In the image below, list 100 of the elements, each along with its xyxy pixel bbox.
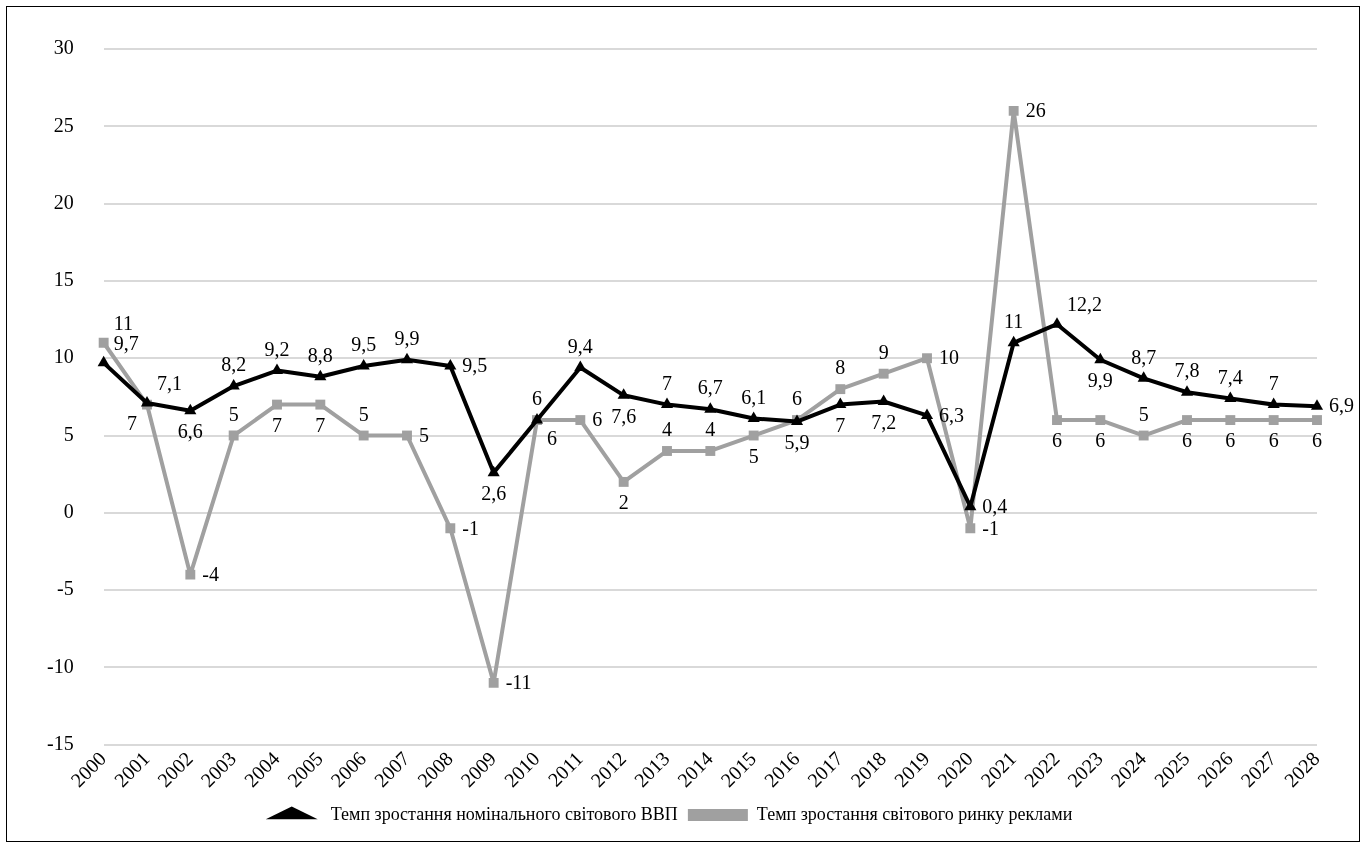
point: [488, 677, 499, 688]
data-label: 9: [878, 340, 889, 363]
point: [835, 384, 846, 395]
point: [1268, 415, 1279, 426]
data-label: 7: [1268, 371, 1279, 394]
y-tick-label: 0: [63, 500, 74, 523]
point: [357, 358, 370, 370]
data-label: 8,8: [307, 344, 333, 367]
y-tick-label: 10: [53, 345, 74, 368]
data-label: 5: [1138, 402, 1149, 425]
data-label: 6: [1095, 429, 1106, 452]
point: [184, 403, 197, 415]
data-label: -1: [462, 516, 479, 539]
data-label: 8,7: [1131, 345, 1157, 368]
data-label: 6: [1268, 429, 1279, 452]
point: [400, 352, 414, 364]
data-label: -4: [202, 562, 219, 585]
data-label: 4: [705, 418, 716, 441]
point: [704, 402, 717, 413]
point: [315, 399, 326, 410]
data-label: 9,5: [462, 354, 488, 377]
data-label: 6: [1312, 429, 1322, 452]
point: [98, 337, 109, 348]
data-label: 7: [662, 371, 672, 394]
data-label: 2: [618, 491, 629, 514]
point: [1267, 397, 1280, 409]
data-label: 7: [835, 413, 846, 436]
data-label: 6: [792, 387, 802, 410]
data-label: 7,2: [871, 410, 897, 433]
data-label: 26: [1025, 99, 1046, 122]
data-label: 7,8: [1174, 359, 1200, 382]
data-label: 7: [126, 411, 137, 434]
data-label: 11: [1004, 310, 1024, 333]
data-label: 9,5: [351, 333, 377, 356]
point: [747, 411, 760, 423]
point: [964, 499, 977, 511]
data-label: 5: [419, 423, 429, 446]
y-tick-label: 30: [53, 36, 74, 59]
data-label: 8: [835, 356, 846, 379]
data-label: 10: [939, 346, 959, 369]
point: [1138, 430, 1149, 441]
data-label: 9,2: [264, 337, 290, 360]
data-label: 6,3: [939, 403, 964, 426]
point: [1095, 415, 1106, 426]
data-label: 9,4: [567, 334, 593, 357]
data-label: 7,1: [156, 372, 182, 395]
data-label: 0,4: [982, 494, 1008, 517]
point: [1312, 415, 1322, 426]
point: [97, 355, 110, 367]
data-label: 9,9: [1087, 369, 1113, 392]
point: [1007, 335, 1020, 347]
data-label: 6: [1052, 429, 1062, 452]
point: [1182, 415, 1192, 426]
data-label: 7: [315, 413, 326, 436]
y-tick-label: 20: [53, 190, 74, 213]
data-label: 5: [748, 444, 759, 467]
point: [705, 446, 716, 456]
y-tick-label: 5: [63, 422, 74, 445]
data-label: 9,7: [113, 332, 139, 355]
data-label: 6: [547, 427, 557, 450]
data-label: 9,9: [394, 327, 420, 350]
point: [1137, 371, 1150, 382]
point: [358, 430, 369, 441]
data-label: 6: [532, 387, 542, 410]
point: [920, 408, 934, 419]
data-label: -11: [505, 671, 532, 694]
point: [314, 369, 327, 381]
x-tick-label: 2011: [543, 747, 587, 791]
data-label: 6: [1225, 429, 1236, 452]
data-label: 7,6: [611, 404, 637, 427]
point: [922, 353, 932, 364]
point: [1225, 415, 1236, 426]
y-tick-label: -10: [46, 654, 74, 677]
point: [1310, 399, 1324, 410]
point: [662, 446, 672, 456]
point: [617, 388, 630, 399]
data-label: 5: [228, 402, 239, 425]
point: [574, 360, 587, 371]
legend-label: Темп зростання номінального світового ВВП: [330, 803, 678, 824]
point: [444, 358, 457, 370]
y-tick-label: -5: [56, 577, 74, 600]
data-label: 8,2: [221, 353, 247, 376]
data-label: 12,2: [1067, 293, 1102, 316]
point: [228, 430, 239, 441]
y-tick-label: 15: [53, 268, 74, 291]
data-label: 6,9: [1329, 394, 1354, 417]
data-label: 4: [662, 418, 672, 441]
data-label: 2,6: [481, 481, 507, 504]
point: [402, 430, 412, 441]
point: [445, 523, 456, 534]
point: [660, 397, 674, 409]
data-label: 5: [358, 402, 369, 425]
point: [1180, 385, 1194, 396]
point: [618, 476, 629, 487]
data-label: 6: [1182, 429, 1192, 452]
point: [185, 569, 196, 580]
point: [575, 415, 586, 426]
y-tick-label: 25: [53, 113, 74, 136]
data-label: 7,4: [1217, 365, 1243, 388]
data-label: 6,6: [177, 420, 203, 443]
